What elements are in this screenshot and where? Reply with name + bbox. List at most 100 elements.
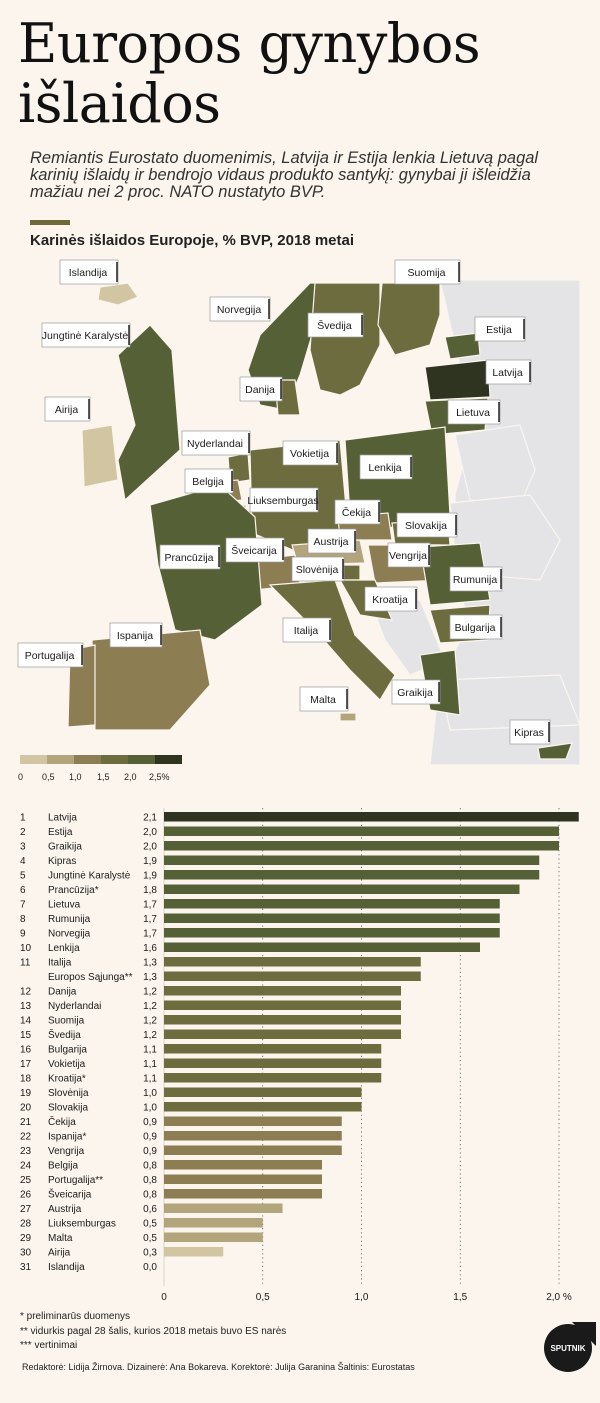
map-label-text: Čekija: [342, 506, 371, 519]
rank-label: 16: [20, 1045, 32, 1056]
map-label-text: Danija: [245, 384, 275, 396]
rank-label: 12: [20, 987, 32, 998]
rank-label: 13: [20, 1001, 32, 1012]
map-region: [444, 332, 481, 360]
value-label: 0,5: [143, 1233, 157, 1244]
map-label-text: Belgija: [192, 476, 224, 488]
bar: [164, 855, 540, 865]
legend-swatch-5: [155, 755, 182, 764]
map-label-text: Portugalija: [25, 650, 75, 662]
bar: [164, 1102, 362, 1112]
value-label: 0,8: [143, 1190, 157, 1201]
rank-label: 30: [20, 1248, 32, 1259]
category-label: Rumunija: [48, 914, 91, 925]
map-label-box: [184, 468, 234, 494]
bar: [164, 1029, 401, 1039]
map-region: [339, 712, 357, 722]
category-label: Norvegija: [48, 929, 91, 940]
map-label-box: [485, 359, 532, 385]
rank-label: 4: [20, 856, 26, 867]
rank-label: 9: [20, 929, 26, 940]
map-label-box: [159, 544, 221, 570]
map-label: Kroatija: [364, 586, 418, 612]
bar: [164, 1058, 382, 1068]
map-label: Belgija: [184, 468, 234, 494]
map-label: Bulgarija: [449, 614, 503, 640]
bar: [164, 1131, 342, 1141]
value-label: 1,2: [143, 987, 157, 998]
map-label-box: [225, 537, 285, 563]
category-label: Bulgarija: [48, 1045, 87, 1056]
x-tick-label: 0: [161, 1292, 167, 1303]
value-label: 0,8: [143, 1175, 157, 1186]
map-label-box: [59, 259, 119, 285]
value-label: 1,6: [143, 943, 157, 954]
rank-label: 6: [20, 885, 26, 896]
map-label: Šveicarija: [225, 537, 285, 563]
map-label: Lietuva: [447, 399, 501, 425]
map-label-text: Austrija: [313, 536, 348, 548]
x-tick-label: 1,0: [355, 1292, 369, 1303]
value-label: 1,0: [143, 1088, 157, 1099]
category-label: Liuksemburgas: [48, 1219, 116, 1230]
map-region: [377, 282, 441, 356]
bar: [164, 1232, 263, 1242]
map-label: Vokietija: [282, 440, 339, 466]
bar: [164, 928, 500, 938]
rank-label: 23: [20, 1146, 32, 1157]
footnote-estimates: *** vertinimai: [20, 1340, 78, 1351]
category-label: Kipras: [48, 856, 76, 867]
map-label-box: [449, 566, 503, 592]
legend-swatch-3: [101, 755, 128, 764]
page-subtitle: Remiantis Eurostato duomenimis, Latvija …: [30, 149, 539, 201]
rank-label: 10: [20, 943, 32, 954]
map-label-box: [249, 487, 319, 513]
value-label: 1,2: [143, 1030, 157, 1041]
rank-label: 21: [20, 1117, 32, 1128]
map-label: Norvegija: [209, 296, 271, 322]
map-label-text: Prancūzija: [164, 552, 213, 564]
footnote-eu-average: ** vidurkis pagal 28 šalis, kurios 2018 …: [20, 1326, 287, 1337]
map-label: Airija: [44, 396, 91, 422]
footnote-preliminary: * preliminarūs duomenys: [20, 1311, 131, 1322]
bar: [164, 986, 401, 996]
category-label: Lietuva: [48, 900, 81, 911]
map-label-box: [391, 679, 441, 705]
map-label: Prancūzija: [159, 544, 221, 570]
bar: [164, 1189, 322, 1199]
map-label-text: Suomija: [408, 267, 446, 279]
bar: [164, 812, 579, 822]
map-label-text: Kroatija: [372, 594, 408, 606]
map-label-box: [509, 719, 551, 745]
category-label: Nyderlandai: [48, 1001, 101, 1012]
bar-chart: 0 0,5 1,0 1,5 2,0 % 1 Latvija 2,1 2 Estija 2,0 3 Gra…: [20, 808, 579, 1303]
map-label-box: [181, 430, 251, 456]
map-label: Liuksemburgas: [247, 487, 319, 513]
map-label-box: [387, 542, 431, 568]
category-label: Vengrija: [48, 1146, 85, 1157]
map-label-text: Malta: [310, 694, 336, 706]
legend-swatch-0: [20, 755, 47, 764]
map-label-text: Airija: [55, 404, 78, 416]
category-label: Vokietija: [48, 1059, 86, 1070]
map-label: Italija: [282, 617, 332, 643]
map-label-text: Lenkija: [368, 462, 401, 474]
map-label-box: [209, 296, 271, 322]
rank-label: 31: [20, 1262, 32, 1273]
map-label: Nyderlandai: [181, 430, 251, 456]
category-label: Švedija: [48, 1028, 81, 1041]
map-label: Slovėnija: [291, 556, 345, 582]
map-label: Lenkija: [359, 454, 413, 480]
value-label: 0,6: [143, 1204, 157, 1215]
category-label: Kroatija*: [48, 1074, 86, 1085]
bar: [164, 1247, 224, 1257]
map-label: Čekija: [334, 499, 381, 525]
map-label-box: [474, 316, 526, 342]
map-label-text: Slovakija: [405, 520, 447, 532]
map-label-text: Estija: [486, 324, 512, 336]
sputnik-logo: SPUTNIK: [544, 1322, 596, 1372]
accent-bar: [30, 220, 70, 225]
rank-label: 15: [20, 1030, 32, 1041]
bar: [164, 1116, 342, 1126]
rank-label: 8: [20, 914, 26, 925]
